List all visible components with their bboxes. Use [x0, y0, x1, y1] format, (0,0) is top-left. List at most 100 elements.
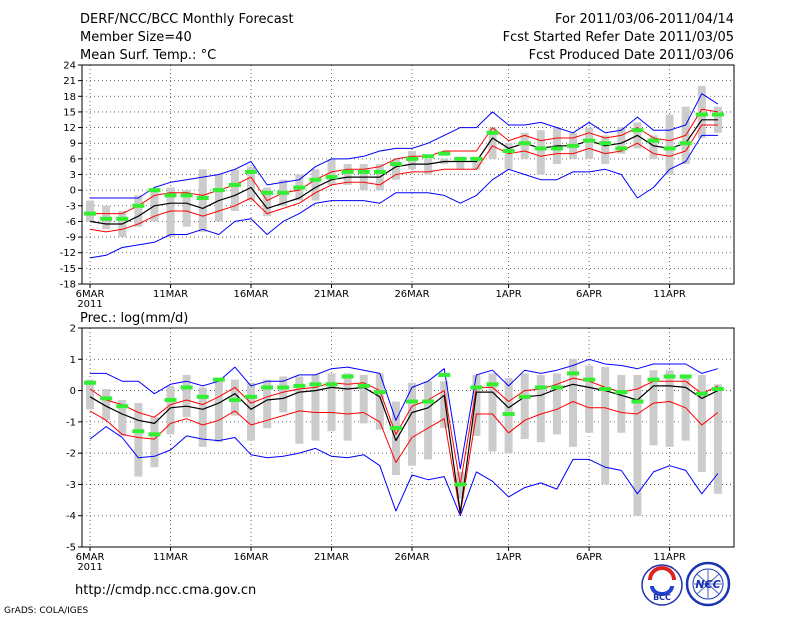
spread-lower-line	[89, 124, 718, 233]
ensemble-range-bar	[86, 200, 95, 222]
observed-marker	[679, 141, 692, 146]
observed-marker	[100, 396, 113, 401]
observed-marker	[615, 146, 628, 151]
ensemble-range-bar	[520, 132, 529, 159]
ensemble-min-line	[89, 426, 719, 517]
ensemble-range-bar	[343, 373, 352, 441]
y-tick-label: 24	[63, 61, 76, 72]
ensemble-range-bar	[504, 143, 513, 170]
y-tick-label: 0	[70, 186, 76, 197]
y-tick-label: -12	[60, 248, 76, 259]
x-tick-label: 1APR	[496, 289, 522, 300]
observed-marker	[293, 185, 306, 190]
y-tick-label: 6	[70, 154, 76, 165]
observed-marker	[164, 193, 177, 198]
ensemble-range-bar	[391, 158, 400, 180]
observed-marker	[486, 382, 499, 387]
observed-marker	[518, 141, 531, 146]
observed-marker	[357, 383, 370, 388]
observed-marker	[711, 112, 724, 117]
observed-marker	[132, 203, 145, 208]
ensemble-range-bar	[601, 135, 610, 165]
observed-marker	[325, 382, 338, 387]
observed-marker	[180, 193, 193, 198]
observed-marker	[583, 138, 596, 143]
observed-marker	[534, 146, 547, 151]
ensemble-range-bar	[649, 370, 658, 446]
ensemble-range-bar	[585, 365, 594, 433]
ensemble-range-bar	[118, 399, 127, 436]
ensemble-range-bar	[166, 385, 175, 435]
temperature-panel: -18 -15 -12 -9 -6 -3 0 3 6 9 12 15 18 21 24 6MAR 11MAR 16…	[60, 61, 735, 310]
y-tick-label: 3	[70, 170, 76, 181]
observed-marker	[631, 128, 644, 133]
spread-upper-line	[89, 377, 719, 485]
y-tick-label: -6	[66, 217, 76, 228]
observed-marker	[84, 380, 97, 385]
ensemble-range-bar	[391, 401, 400, 476]
observed-marker	[502, 149, 515, 154]
ensemble-min-line	[89, 134, 718, 259]
observed-marker	[180, 385, 193, 390]
ensemble-range-bar	[230, 169, 239, 211]
observed-marker	[132, 429, 145, 434]
observed-marker	[293, 383, 306, 388]
observed-marker	[100, 216, 113, 221]
observed-marker	[245, 394, 258, 399]
x-year-label: 2011	[77, 299, 102, 310]
x-tick-label: 6MAR	[76, 552, 105, 563]
ensemble-range-bar	[182, 190, 191, 227]
observed-marker	[406, 399, 419, 404]
observed-marker	[341, 169, 354, 174]
observed-marker	[164, 397, 177, 402]
y-tick-label: -9	[66, 233, 76, 244]
forecast-start-date: Fcst Started Refer Date 2011/03/05	[503, 30, 734, 45]
x-tick-label: 11APR	[653, 289, 686, 300]
observed-marker	[454, 156, 467, 161]
observed-marker	[663, 374, 676, 379]
observed-marker	[357, 169, 370, 174]
ensemble-range-bar	[649, 135, 658, 159]
observed-marker	[389, 426, 402, 431]
observed-marker	[228, 397, 241, 402]
ensemble-range-bar	[86, 379, 95, 410]
x-tick-label: 1APR	[496, 552, 522, 563]
ensemble-range-bar	[343, 164, 352, 185]
observed-marker	[277, 385, 290, 390]
observed-marker	[663, 146, 676, 151]
ensemble-range-bar	[585, 127, 594, 159]
ensemble-range-bar	[279, 376, 288, 413]
observed-marker	[406, 156, 419, 161]
ensemble-max-line	[90, 93, 719, 199]
ensemble-range-bar	[359, 374, 368, 424]
x-tick-label: 21MAR	[314, 289, 349, 300]
x-tick-label: 16MAR	[233, 552, 268, 563]
x-tick-label: 26MAR	[394, 552, 429, 563]
ncc-logo-globe-lines	[694, 570, 722, 598]
y-tick-label: -1	[66, 417, 76, 428]
y-tick-label: -18	[60, 280, 76, 291]
ensemble-range-bar	[488, 127, 497, 159]
ensemble-range-bar	[617, 374, 626, 433]
x-tick-label: 11MAR	[153, 289, 188, 300]
ensemble-range-bar	[295, 376, 304, 444]
chart-title: DERF/NCC/BCC Monthly Forecast	[80, 12, 294, 27]
observed-marker	[567, 143, 580, 148]
ensemble-range-bar	[134, 403, 143, 477]
observed-marker	[389, 162, 402, 167]
observed-marker	[695, 112, 708, 117]
ensemble-range-bar	[697, 374, 706, 472]
ensemble-range-bar	[424, 158, 433, 175]
ensemble-range-bar	[536, 130, 545, 175]
ensemble-range-bar	[311, 374, 320, 441]
ensemble-range-bar	[713, 106, 722, 133]
ensemble-range-bar	[150, 417, 159, 468]
ncc-logo: NCC	[685, 561, 731, 607]
observed-marker	[116, 404, 129, 409]
x-year-label: 2011	[77, 562, 102, 573]
ensemble-range-bar	[552, 373, 561, 435]
observed-marker	[196, 195, 209, 200]
observed-marker	[567, 371, 580, 376]
x-tick-label: 6MAR	[76, 289, 105, 300]
